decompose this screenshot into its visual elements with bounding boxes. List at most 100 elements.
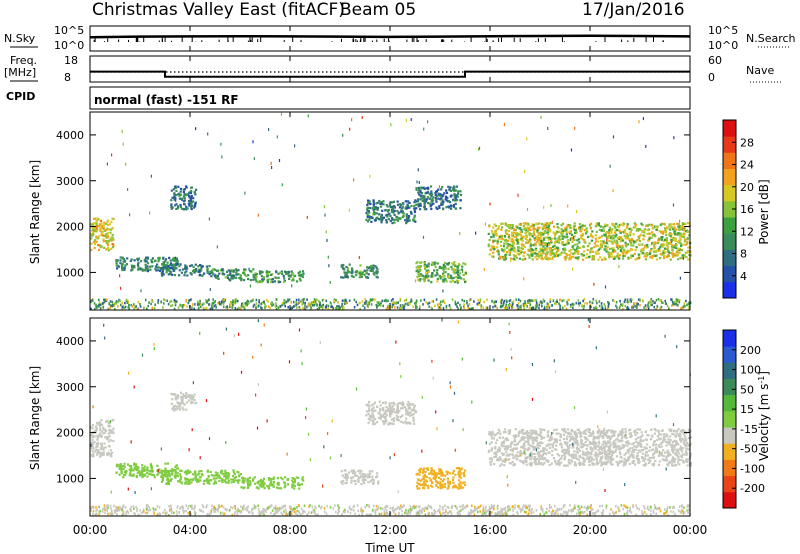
heatmap-cell [561, 222, 564, 225]
heatmap-cell [181, 306, 184, 309]
heatmap-cell [661, 301, 663, 304]
heatmap-cell [280, 487, 283, 490]
heatmap-cell [425, 264, 429, 267]
heatmap-cell [396, 405, 399, 408]
heatmap-cell [214, 471, 217, 474]
heatmap-cell [359, 272, 362, 275]
heatmap-cell [431, 275, 434, 279]
heatmap-cell [115, 471, 118, 474]
heatmap-cell [355, 270, 358, 273]
heatmap-cell [216, 472, 219, 475]
heatmap-cell [494, 300, 496, 303]
heatmap-cell [167, 303, 170, 306]
heatmap-cell [93, 226, 96, 229]
heatmap-cell [375, 304, 378, 307]
heatmap-cell [668, 428, 671, 431]
heatmap-cell [212, 477, 215, 480]
heatmap-cell [452, 481, 455, 484]
heatmap-cell [179, 469, 182, 472]
heatmap-cell [151, 265, 154, 268]
heatmap-cell [524, 237, 527, 240]
heatmap-cell [106, 232, 109, 235]
heatmap-cell [456, 269, 459, 273]
heatmap-cell [464, 280, 467, 284]
heatmap-cell [415, 300, 418, 304]
heatmap-cell [180, 207, 184, 210]
heatmap-cell [212, 298, 214, 301]
heatmap-cell [100, 222, 103, 225]
heatmap-cell [504, 255, 507, 258]
heatmap-cell [668, 250, 670, 254]
heatmap-cell [524, 169, 526, 173]
heatmap-cell [505, 239, 508, 243]
heatmap-cell [610, 237, 613, 240]
heatmap-cell [94, 450, 97, 453]
heatmap-cell [440, 188, 443, 191]
heatmap-cell [588, 242, 591, 245]
heatmap-cell [417, 271, 420, 274]
heatmap-cell [368, 472, 372, 475]
heatmap-cell [388, 305, 390, 308]
heatmap-cell [378, 218, 381, 221]
heatmap-cell [105, 248, 108, 251]
heatmap-cell [272, 303, 275, 306]
heatmap-cell [177, 480, 180, 483]
heatmap-cell [286, 483, 289, 486]
heatmap-cell [401, 206, 404, 209]
heatmap-cell [195, 478, 198, 482]
heatmap-cell [389, 415, 392, 418]
heatmap-cell [500, 255, 503, 258]
heatmap-cell [441, 471, 444, 474]
heatmap-cell [388, 204, 392, 207]
heatmap-cell [520, 304, 523, 308]
heatmap-cell [142, 473, 145, 476]
heatmap-cell [556, 246, 559, 249]
heatmap-cell [192, 200, 195, 203]
heatmap-cell [637, 298, 640, 301]
heatmap-cell [458, 473, 461, 477]
heatmap-cell [95, 305, 98, 309]
heatmap-cell [232, 270, 235, 274]
heatmap-cell [491, 231, 494, 234]
heatmap-cell [641, 224, 644, 227]
heatmap-cell [375, 266, 378, 269]
heatmap-cell [658, 237, 661, 240]
heatmap-cell [105, 420, 108, 423]
heatmap-cell [511, 301, 514, 304]
heatmap-cell [169, 262, 173, 265]
heatmap-cell [372, 203, 375, 206]
heatmap-cell [169, 300, 171, 303]
heatmap-cell [360, 474, 363, 478]
heatmap-cell [426, 484, 429, 487]
heatmap-cell [428, 472, 431, 475]
heatmap-cell [215, 473, 218, 476]
heatmap-cell [128, 303, 130, 307]
heatmap-cell [563, 453, 566, 457]
heatmap-cell [615, 222, 618, 225]
power-y-label: Slant Range [km] [28, 160, 42, 264]
heatmap-cell [269, 281, 273, 284]
heatmap-cell [593, 306, 595, 310]
heatmap-cell [529, 242, 532, 245]
heatmap-cell [582, 299, 584, 303]
heatmap-cell [188, 196, 191, 199]
heatmap-cell [353, 178, 355, 182]
heatmap-cell [260, 270, 263, 273]
heatmap-cell [325, 305, 327, 308]
heatmap-cell [448, 304, 451, 307]
heatmap-cell [492, 246, 495, 249]
heatmap-cell [146, 265, 149, 268]
heatmap-cell [416, 180, 418, 184]
heatmap-cell [641, 230, 644, 233]
heatmap-cell [683, 304, 686, 308]
heatmap-cell [635, 229, 638, 232]
heatmap-cell [379, 302, 382, 306]
heatmap-cell [175, 262, 178, 265]
heatmap-cell [533, 237, 536, 240]
heatmap-cell [342, 307, 344, 310]
heatmap-cell [440, 306, 442, 310]
heatmap-cell [292, 483, 295, 486]
heatmap-cell [170, 392, 173, 395]
heatmap-cell [646, 252, 649, 255]
heatmap-cell [164, 467, 167, 470]
